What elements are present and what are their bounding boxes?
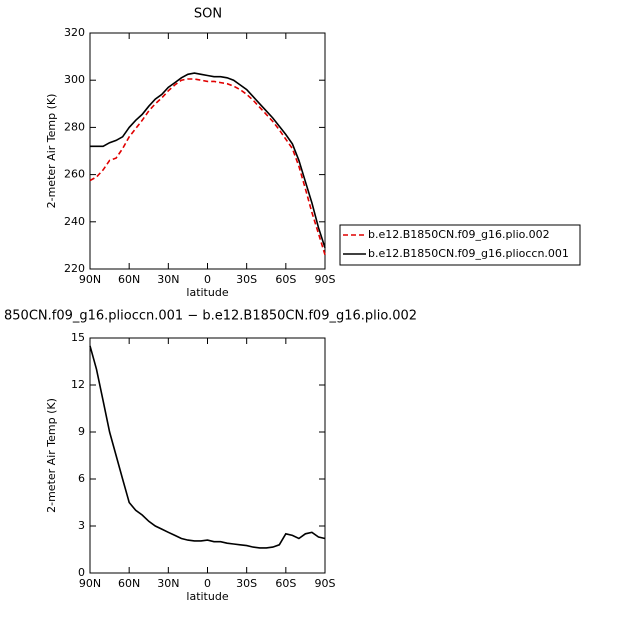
x-tick-label: 90S — [315, 273, 336, 286]
y-tick-label: 220 — [64, 262, 85, 275]
x-tick-label: 0 — [204, 273, 211, 286]
y-axis-label: 2-meter Air Temp (K) — [45, 398, 58, 513]
legend-box — [339, 224, 581, 266]
x-tick-label: 30N — [157, 577, 179, 590]
legend-label: b.e12.B1850CN.f09_g16.plioccn.001 — [368, 247, 569, 260]
x-tick-label: 30S — [236, 273, 257, 286]
chart-title: SON — [194, 7, 222, 22]
plot-frame — [89, 32, 326, 270]
x-tick-label: 90N — [79, 273, 101, 286]
y-tick-label: 3 — [78, 519, 85, 532]
plot-frame — [89, 337, 326, 574]
y-axis-label: 2-meter Air Temp (K) — [45, 94, 58, 209]
x-tick-label: 60S — [275, 577, 296, 590]
x-axis-label: latitude — [186, 286, 228, 299]
x-tick-label: 30S — [236, 577, 257, 590]
y-tick-label: 320 — [64, 26, 85, 39]
x-tick-label: 60S — [275, 273, 296, 286]
line-series — [89, 345, 326, 549]
x-tick-label: 90N — [79, 577, 101, 590]
y-tick-label: 6 — [78, 472, 85, 485]
line-series — [89, 78, 326, 256]
y-tick-label: 15 — [71, 331, 85, 344]
y-tick-label: 260 — [64, 168, 85, 181]
x-tick-label: 90S — [315, 577, 336, 590]
x-tick-label: 30N — [157, 273, 179, 286]
y-tick-label: 0 — [78, 566, 85, 579]
x-axis-label: latitude — [186, 590, 228, 603]
x-tick-label: 60N — [118, 577, 140, 590]
y-tick-label: 280 — [64, 120, 85, 133]
legend-label: b.e12.B1850CN.f09_g16.plio.002 — [368, 228, 550, 241]
y-tick-label: 9 — [78, 425, 85, 438]
x-tick-label: 0 — [204, 577, 211, 590]
x-tick-label: 60N — [118, 273, 140, 286]
y-tick-label: 240 — [64, 215, 85, 228]
y-tick-label: 12 — [71, 378, 85, 391]
y-tick-label: 300 — [64, 73, 85, 86]
chart-title: 850CN.f09_g16.plioccn.001 − b.e12.B1850C… — [4, 309, 417, 324]
line-series — [90, 72, 326, 249]
